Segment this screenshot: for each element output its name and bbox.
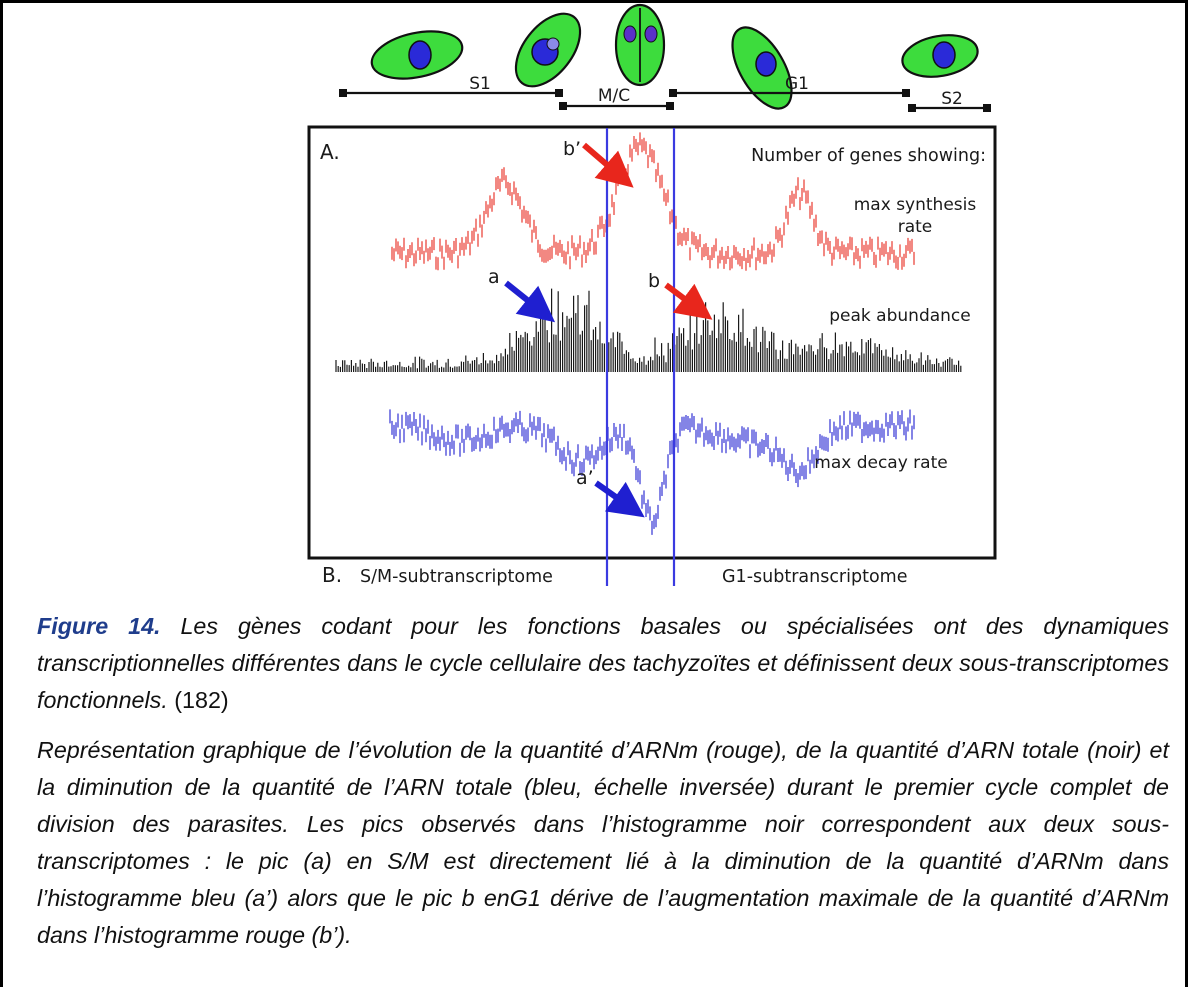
cell-icon-g1 (731, 26, 793, 110)
arrow-a (504, 280, 556, 323)
annotation-a-prime: a’ (576, 467, 594, 489)
caption-description: Représentation graphique de l’évolution … (37, 737, 1169, 948)
arrow-b (664, 282, 713, 320)
series-label-abundance: peak abundance (829, 306, 970, 326)
annotation-b: b (648, 270, 660, 292)
annotation-b-prime: b’ (563, 138, 581, 160)
citation: (182) (174, 687, 229, 713)
cell-icon-s-late (514, 12, 582, 88)
arrow-b-prime (582, 142, 634, 188)
cell-icon-s1 (370, 30, 464, 80)
panel-b-label: B. (322, 563, 342, 587)
panel-a-box (307, 125, 997, 560)
series-label-decay: max decay rate (814, 453, 947, 473)
series-label-synthesis-1: max synthesis (854, 195, 977, 215)
figure-14: S1 M/C G1 S2 A. Number of genes showing:… (307, 3, 997, 587)
arrow-a-prime (594, 480, 645, 518)
figure-number: Figure 14. (37, 613, 161, 639)
series-label-synthesis-2: rate (898, 217, 933, 237)
panel-a-label: A. (320, 140, 340, 164)
phase-label-s1: S1 (469, 74, 491, 94)
phase-label-mc: M/C (598, 86, 630, 106)
phase-label-g1: G1 (785, 74, 809, 94)
cell-icon-s2 (901, 34, 979, 78)
figure-caption: Figure 14. Les gènes codant pour les fon… (37, 608, 1169, 954)
legend-header: Number of genes showing: (751, 146, 986, 166)
caption-title-text: Les gènes codant pour les fonctions basa… (37, 613, 1169, 713)
decay-rate-trace (389, 409, 915, 535)
sm-subtranscriptome-label: S/M-subtranscriptome (360, 567, 553, 587)
cell-icon-mitosis (614, 3, 666, 87)
g1-subtranscriptome-label: G1-subtranscriptome (722, 567, 908, 587)
phase-label-s2: S2 (941, 89, 963, 109)
caption-title: Figure 14. Les gènes codant pour les fon… (37, 608, 1169, 719)
peak-abundance-histogram (335, 288, 962, 372)
annotation-a: a (488, 266, 500, 288)
